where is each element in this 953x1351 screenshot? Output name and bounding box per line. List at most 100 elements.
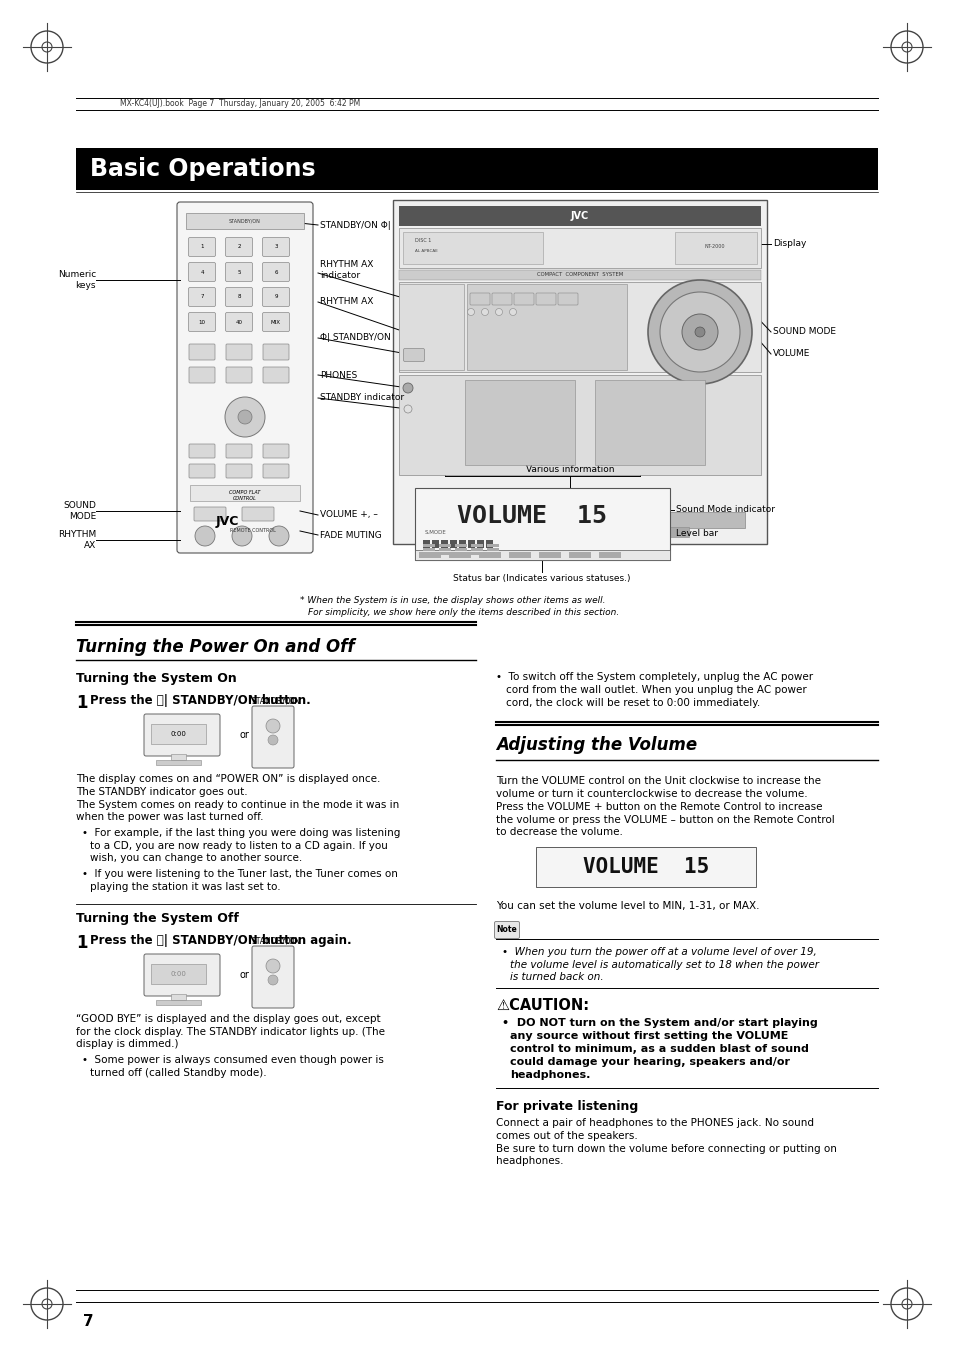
Text: •  DO NOT turn on the System and/or start playing: • DO NOT turn on the System and/or start… bbox=[501, 1019, 817, 1028]
FancyBboxPatch shape bbox=[262, 238, 289, 257]
Circle shape bbox=[269, 526, 289, 546]
Text: cord, the clock will be reset to 0:00 immediately.: cord, the clock will be reset to 0:00 im… bbox=[505, 698, 760, 708]
Text: MIX: MIX bbox=[271, 319, 281, 324]
Bar bbox=[468, 540, 475, 549]
Text: Turning the Power On and Off: Turning the Power On and Off bbox=[76, 638, 355, 657]
FancyBboxPatch shape bbox=[225, 238, 253, 257]
Text: ⏻|: ⏻| bbox=[272, 957, 280, 966]
FancyBboxPatch shape bbox=[225, 262, 253, 281]
Text: 0:00: 0:00 bbox=[170, 731, 186, 738]
Bar bbox=[415, 512, 744, 528]
Bar bbox=[398, 228, 760, 267]
Text: VOLUME  15: VOLUME 15 bbox=[582, 857, 708, 877]
Text: “GOOD BYE” is displayed and the display goes out, except: “GOOD BYE” is displayed and the display … bbox=[76, 1015, 380, 1024]
Bar bbox=[449, 553, 471, 558]
FancyBboxPatch shape bbox=[225, 288, 253, 307]
Text: any source without first setting the VOLUME: any source without first setting the VOL… bbox=[510, 1031, 787, 1042]
FancyBboxPatch shape bbox=[242, 507, 274, 521]
Bar bbox=[186, 213, 304, 230]
Text: VOLUME +, –: VOLUME +, – bbox=[319, 511, 377, 520]
Text: comes out of the speakers.: comes out of the speakers. bbox=[496, 1131, 638, 1142]
Text: Φ| STANDBY/ON: Φ| STANDBY/ON bbox=[319, 334, 391, 343]
FancyBboxPatch shape bbox=[494, 921, 519, 939]
Text: 1: 1 bbox=[200, 245, 204, 250]
Bar bbox=[450, 540, 456, 549]
Bar bbox=[502, 527, 533, 536]
FancyBboxPatch shape bbox=[189, 444, 214, 458]
Bar bbox=[151, 965, 206, 984]
Text: VOLUME  15: VOLUME 15 bbox=[456, 504, 606, 528]
Bar bbox=[424, 527, 455, 536]
Circle shape bbox=[194, 526, 214, 546]
Bar bbox=[438, 549, 451, 551]
Text: 7: 7 bbox=[200, 295, 204, 300]
Text: MX-KC4(UJ).book  Page 7  Thursday, January 20, 2005  6:42 PM: MX-KC4(UJ).book Page 7 Thursday, January… bbox=[120, 100, 360, 108]
Text: SOUND MODE: SOUND MODE bbox=[772, 327, 835, 336]
Text: RHYTHM
AX: RHYTHM AX bbox=[58, 531, 96, 550]
FancyBboxPatch shape bbox=[144, 954, 220, 996]
Circle shape bbox=[681, 313, 718, 350]
Text: Adjusting the Volume: Adjusting the Volume bbox=[496, 736, 697, 754]
Bar bbox=[471, 549, 482, 551]
FancyBboxPatch shape bbox=[263, 367, 289, 382]
Text: ⚠CAUTION:: ⚠CAUTION: bbox=[496, 998, 589, 1013]
Text: 40: 40 bbox=[235, 319, 242, 324]
Text: display is dimmed.): display is dimmed.) bbox=[76, 1039, 178, 1048]
Text: COMPACT  COMPONENT  SYSTEM: COMPACT COMPONENT SYSTEM bbox=[537, 273, 622, 277]
Text: •  When you turn the power off at a volume level of over 19,: • When you turn the power off at a volum… bbox=[501, 947, 816, 957]
Bar bbox=[438, 544, 451, 547]
FancyBboxPatch shape bbox=[252, 946, 294, 1008]
Text: volume or turn it counterclockwise to decrease the volume.: volume or turn it counterclockwise to de… bbox=[496, 789, 807, 798]
Text: for the clock display. The STANDBY indicator lights up. (The: for the clock display. The STANDBY indic… bbox=[76, 1027, 385, 1038]
Circle shape bbox=[232, 526, 252, 546]
Text: VOLUME: VOLUME bbox=[772, 350, 809, 358]
Text: Display: Display bbox=[772, 239, 805, 249]
FancyBboxPatch shape bbox=[263, 345, 289, 359]
Text: Turning the System On: Turning the System On bbox=[76, 671, 236, 685]
Bar bbox=[402, 232, 542, 263]
Text: CONTROL: CONTROL bbox=[233, 497, 256, 501]
Text: the volume or press the VOLUME – button on the Remote Control: the volume or press the VOLUME – button … bbox=[496, 815, 834, 825]
Text: S.MODE: S.MODE bbox=[424, 530, 446, 535]
Bar bbox=[415, 550, 669, 561]
Text: to a CD, you are now ready to listen to a CD again. If you: to a CD, you are now ready to listen to … bbox=[90, 842, 388, 851]
FancyBboxPatch shape bbox=[263, 463, 289, 478]
Text: •  Some power is always consumed even though power is: • Some power is always consumed even tho… bbox=[82, 1055, 383, 1065]
Bar bbox=[422, 549, 435, 551]
Bar bbox=[471, 544, 482, 547]
Text: REMOTE CONTROL: REMOTE CONTROL bbox=[230, 527, 275, 532]
Text: AL APBCAE: AL APBCAE bbox=[415, 249, 437, 253]
Text: 1: 1 bbox=[76, 934, 88, 952]
Bar bbox=[486, 553, 498, 555]
Text: Press the VOLUME + button on the Remote Control to increase: Press the VOLUME + button on the Remote … bbox=[496, 802, 821, 812]
FancyBboxPatch shape bbox=[226, 345, 252, 359]
Circle shape bbox=[237, 409, 252, 424]
FancyBboxPatch shape bbox=[263, 444, 289, 458]
Text: 5: 5 bbox=[237, 269, 240, 274]
Circle shape bbox=[509, 308, 516, 316]
Text: Press the ⏻| STANDBY/ON button.: Press the ⏻| STANDBY/ON button. bbox=[90, 694, 311, 707]
Bar bbox=[478, 553, 500, 558]
Circle shape bbox=[268, 975, 277, 985]
Text: 2: 2 bbox=[237, 245, 240, 250]
FancyBboxPatch shape bbox=[393, 200, 766, 544]
Text: Various information: Various information bbox=[525, 466, 614, 474]
FancyBboxPatch shape bbox=[189, 463, 214, 478]
Text: 8: 8 bbox=[237, 295, 240, 300]
Bar bbox=[485, 540, 493, 549]
Circle shape bbox=[402, 382, 413, 393]
Bar bbox=[509, 553, 531, 558]
FancyBboxPatch shape bbox=[189, 238, 215, 257]
Text: 0:00: 0:00 bbox=[170, 971, 186, 977]
Circle shape bbox=[268, 735, 277, 744]
Text: 9: 9 bbox=[274, 295, 277, 300]
Text: 1: 1 bbox=[76, 694, 88, 712]
Text: Status bar (Indicates various statuses.): Status bar (Indicates various statuses.) bbox=[453, 574, 630, 582]
Bar bbox=[422, 540, 430, 549]
Text: could damage your hearing, speakers and/or: could damage your hearing, speakers and/… bbox=[510, 1056, 789, 1067]
Text: Numeric
keys: Numeric keys bbox=[58, 270, 96, 289]
Text: COMPO FLAT: COMPO FLAT bbox=[229, 490, 260, 496]
Circle shape bbox=[225, 397, 265, 436]
Text: to decrease the volume.: to decrease the volume. bbox=[496, 827, 622, 838]
Bar bbox=[398, 205, 760, 226]
